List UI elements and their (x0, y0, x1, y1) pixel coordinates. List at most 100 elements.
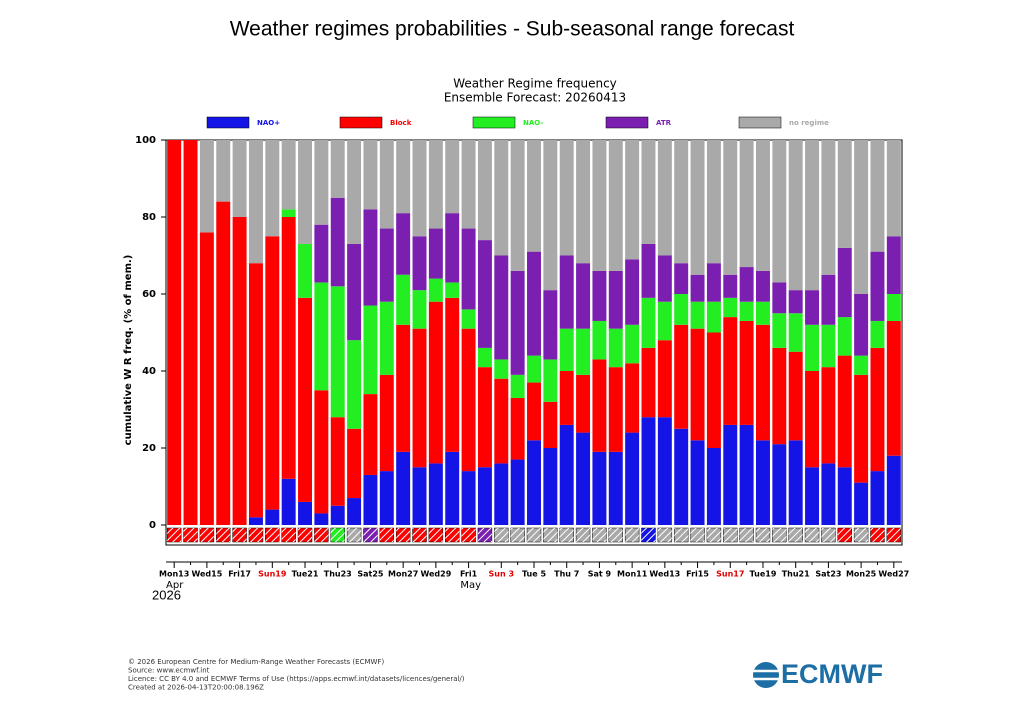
bar-segment (477, 140, 492, 241)
bar-segment (412, 236, 427, 291)
bar-segment (854, 482, 869, 525)
bar-segment (739, 424, 754, 525)
bar-segment (641, 347, 656, 418)
dominant-hatch (543, 528, 558, 542)
bar-segment (183, 140, 198, 525)
bar-segment (445, 282, 460, 298)
bar-segment (428, 228, 443, 279)
bar-segment (886, 455, 901, 525)
bar-segment (608, 328, 623, 368)
bar-segment (805, 290, 820, 325)
legend-label: NAO+ (257, 119, 280, 127)
bar-segment (298, 297, 312, 502)
dominant-hatch (363, 528, 378, 542)
x-tick-label: Tue19 (750, 570, 777, 579)
legend-label: NAO- (523, 119, 543, 127)
bar-segment (527, 355, 541, 383)
bar-segment (821, 367, 836, 464)
dominant-hatch (232, 528, 247, 542)
bar-segment (494, 255, 509, 360)
bar-segment (674, 324, 689, 429)
bar-segment (592, 140, 607, 271)
bar-segment (510, 140, 525, 271)
x-tick-label: Fri1 (460, 570, 478, 579)
x-tick-label: Mon27 (388, 570, 418, 579)
bar-segment (559, 371, 574, 425)
footer-line: Licence: CC BY 4.0 and ECMWF Terms of Us… (128, 675, 465, 683)
y-axis-label: cumulative W R freq. (% of mem.) (123, 255, 134, 446)
bar-segment (265, 236, 280, 510)
bar-segment (608, 367, 623, 452)
logo-icon (753, 662, 779, 688)
bar-segment (854, 140, 869, 294)
bar-segment (870, 471, 885, 525)
bar-segment (396, 213, 411, 275)
bar-segment (412, 140, 427, 237)
legend-label: no regime (789, 119, 829, 127)
bar-segment (706, 332, 721, 448)
bar-segment (674, 263, 689, 294)
dominant-hatch (674, 528, 689, 542)
dominant-hatch (330, 528, 345, 542)
bar-segment (396, 451, 411, 525)
bar-segment (592, 359, 607, 452)
x-tick-label: Wed29 (420, 570, 451, 579)
bar-segment (657, 340, 672, 418)
bar-segment (543, 401, 558, 448)
dominant-hatch (461, 528, 476, 542)
dominant-hatch (248, 528, 263, 542)
dominant-hatch (281, 528, 296, 542)
page-title: Weather regimes probabilities - Sub-seas… (230, 18, 795, 41)
bar-segment (428, 278, 443, 302)
bar-segment (510, 397, 525, 460)
bar-segment (821, 324, 836, 368)
bar-segment (805, 371, 820, 468)
bar-segment (445, 451, 460, 525)
dominant-hatch (412, 528, 427, 542)
bar-segment (445, 140, 460, 214)
bar-segment (543, 448, 558, 525)
bar-segment (592, 270, 607, 321)
dominant-hatch (527, 528, 541, 542)
bar-segment (510, 270, 525, 375)
bar-segment (494, 359, 509, 379)
bar-segment (641, 243, 656, 298)
dominant-hatch (756, 528, 770, 542)
bar-segment (461, 140, 476, 229)
bar-segment (314, 513, 329, 525)
bar-segment (379, 301, 394, 375)
bar-segment (477, 240, 492, 348)
month-label: May (460, 580, 481, 591)
footer-line: Created at 2026-04-13T20:00:08.196Z (128, 684, 264, 692)
y-tick-label: 0 (149, 520, 156, 531)
chart-subtitle: Ensemble Forecast: 20260413 (444, 91, 626, 105)
bar-segment (379, 140, 394, 229)
dominant-hatch (559, 528, 574, 542)
bar-segment (216, 201, 231, 525)
x-tick-label: Wed27 (878, 570, 909, 579)
bar-segment (592, 320, 607, 360)
dominant-hatch (428, 528, 443, 542)
bar-segment (788, 290, 803, 314)
bar-segment (396, 140, 411, 214)
dominant-hatch (690, 528, 705, 542)
bar-segment (821, 140, 836, 275)
bar-segment (314, 282, 329, 391)
bar-segment (412, 328, 427, 468)
bar-segment (854, 294, 869, 356)
x-tick-label: Fri15 (686, 570, 709, 579)
bar-segment (706, 140, 721, 264)
bar-segment (837, 467, 852, 525)
dominant-hatch (625, 528, 640, 542)
footer-line: © 2026 European Centre for Medium-Range … (128, 658, 384, 666)
dominant-hatch (314, 528, 329, 542)
bar-segment (576, 374, 591, 433)
bar-segment (347, 498, 362, 525)
bar-segment (527, 251, 541, 356)
dominant-hatch (854, 528, 869, 542)
x-tick-label: Thu21 (782, 570, 810, 579)
bar-segment (821, 463, 836, 525)
bar-segment (641, 140, 656, 244)
legend-swatch (339, 116, 383, 129)
bar-segment (379, 471, 394, 525)
